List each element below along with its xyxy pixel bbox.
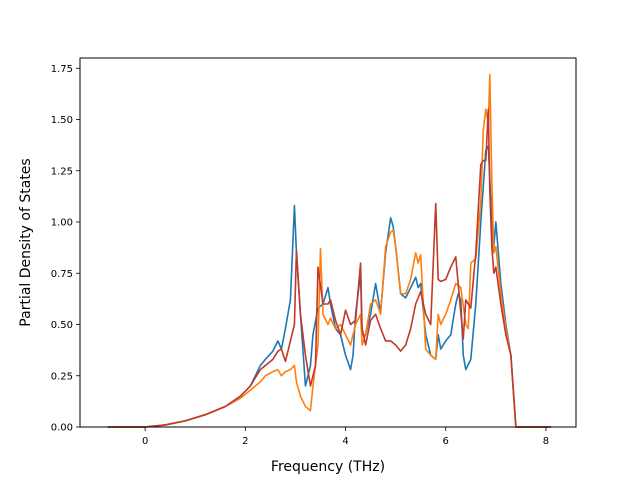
series-layer xyxy=(107,73,551,428)
x-tick-label: 4 xyxy=(342,436,348,447)
y-tick-label: 1.25 xyxy=(51,166,73,177)
series-line-1 xyxy=(107,145,551,428)
x-tick-label: 8 xyxy=(543,436,549,447)
x-tick-label: 0 xyxy=(142,436,148,447)
y-tick-label: 0.00 xyxy=(51,423,73,434)
y-tick-label: 1.75 xyxy=(51,64,73,75)
y-tick-label: 1.50 xyxy=(51,115,73,126)
y-tick-label: 1.00 xyxy=(51,218,73,229)
x-tick-label: 2 xyxy=(242,436,248,447)
x-axis-label: Frequency (THz) xyxy=(271,459,385,475)
series-line-2 xyxy=(107,73,551,428)
series-line-3 xyxy=(107,108,551,428)
x-tick-label: 6 xyxy=(443,436,449,447)
ticks-layer: 0 2 4 6 8 0.00 0.25 0.50 0.75 1.00 1.25 1.50 1.75 xyxy=(51,64,549,447)
y-tick-label: 0.50 xyxy=(51,320,73,331)
y-tick-label: 0.25 xyxy=(51,371,73,382)
y-tick-label: 0.75 xyxy=(51,269,73,280)
plot-frame xyxy=(79,57,577,428)
y-axis-label: Partial Density of States xyxy=(18,158,34,326)
